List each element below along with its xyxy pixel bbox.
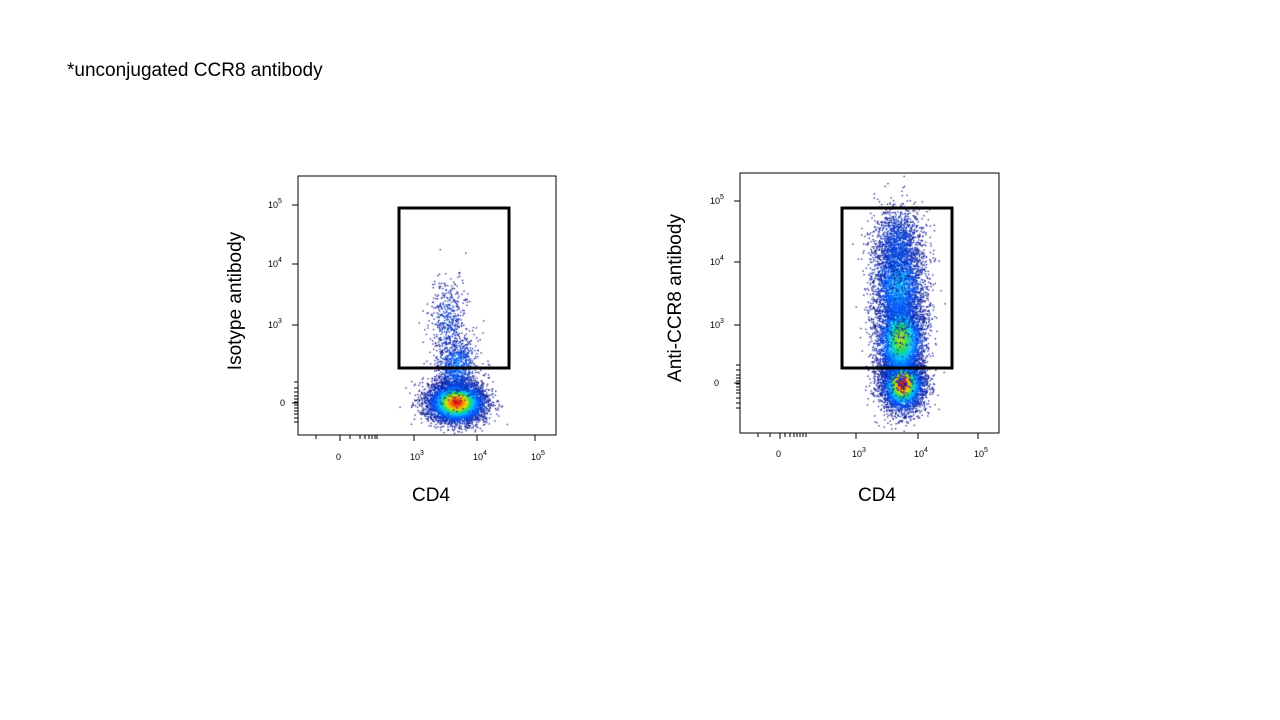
ccr8-x-axis-title: CD4 (857, 485, 896, 506)
x-tick-label: 105 (531, 450, 545, 462)
x-tick-label: 0 (776, 449, 781, 459)
x-tick-label: 103 (410, 450, 424, 462)
ccr8-y-axis-title: Anti-CCR8 antibody (665, 214, 686, 382)
footnote-text: *unconjugated CCR8 antibody (67, 60, 323, 81)
isotype-dot-cloud (298, 176, 556, 435)
x-tick-label: 103 (852, 447, 866, 459)
y-tick-label: 104 (268, 257, 282, 269)
x-tick-label: 104 (473, 450, 487, 462)
y-tick-label: 104 (710, 255, 724, 267)
ccr8-dot-cloud (740, 173, 999, 433)
x-tick-label: 0 (336, 452, 341, 462)
y-tick-label: 0 (280, 398, 285, 408)
x-tick-label: 104 (914, 447, 928, 459)
isotype-y-axis-title: Isotype antibody (225, 231, 246, 371)
y-tick-label: 103 (710, 318, 724, 330)
x-tick-label: 105 (974, 447, 988, 459)
y-tick-label: 0 (714, 378, 719, 388)
y-tick-label: 103 (268, 318, 282, 330)
y-tick-label: 105 (268, 198, 282, 210)
y-tick-label: 105 (710, 194, 724, 206)
isotype-x-axis-title: CD4 (411, 485, 450, 506)
